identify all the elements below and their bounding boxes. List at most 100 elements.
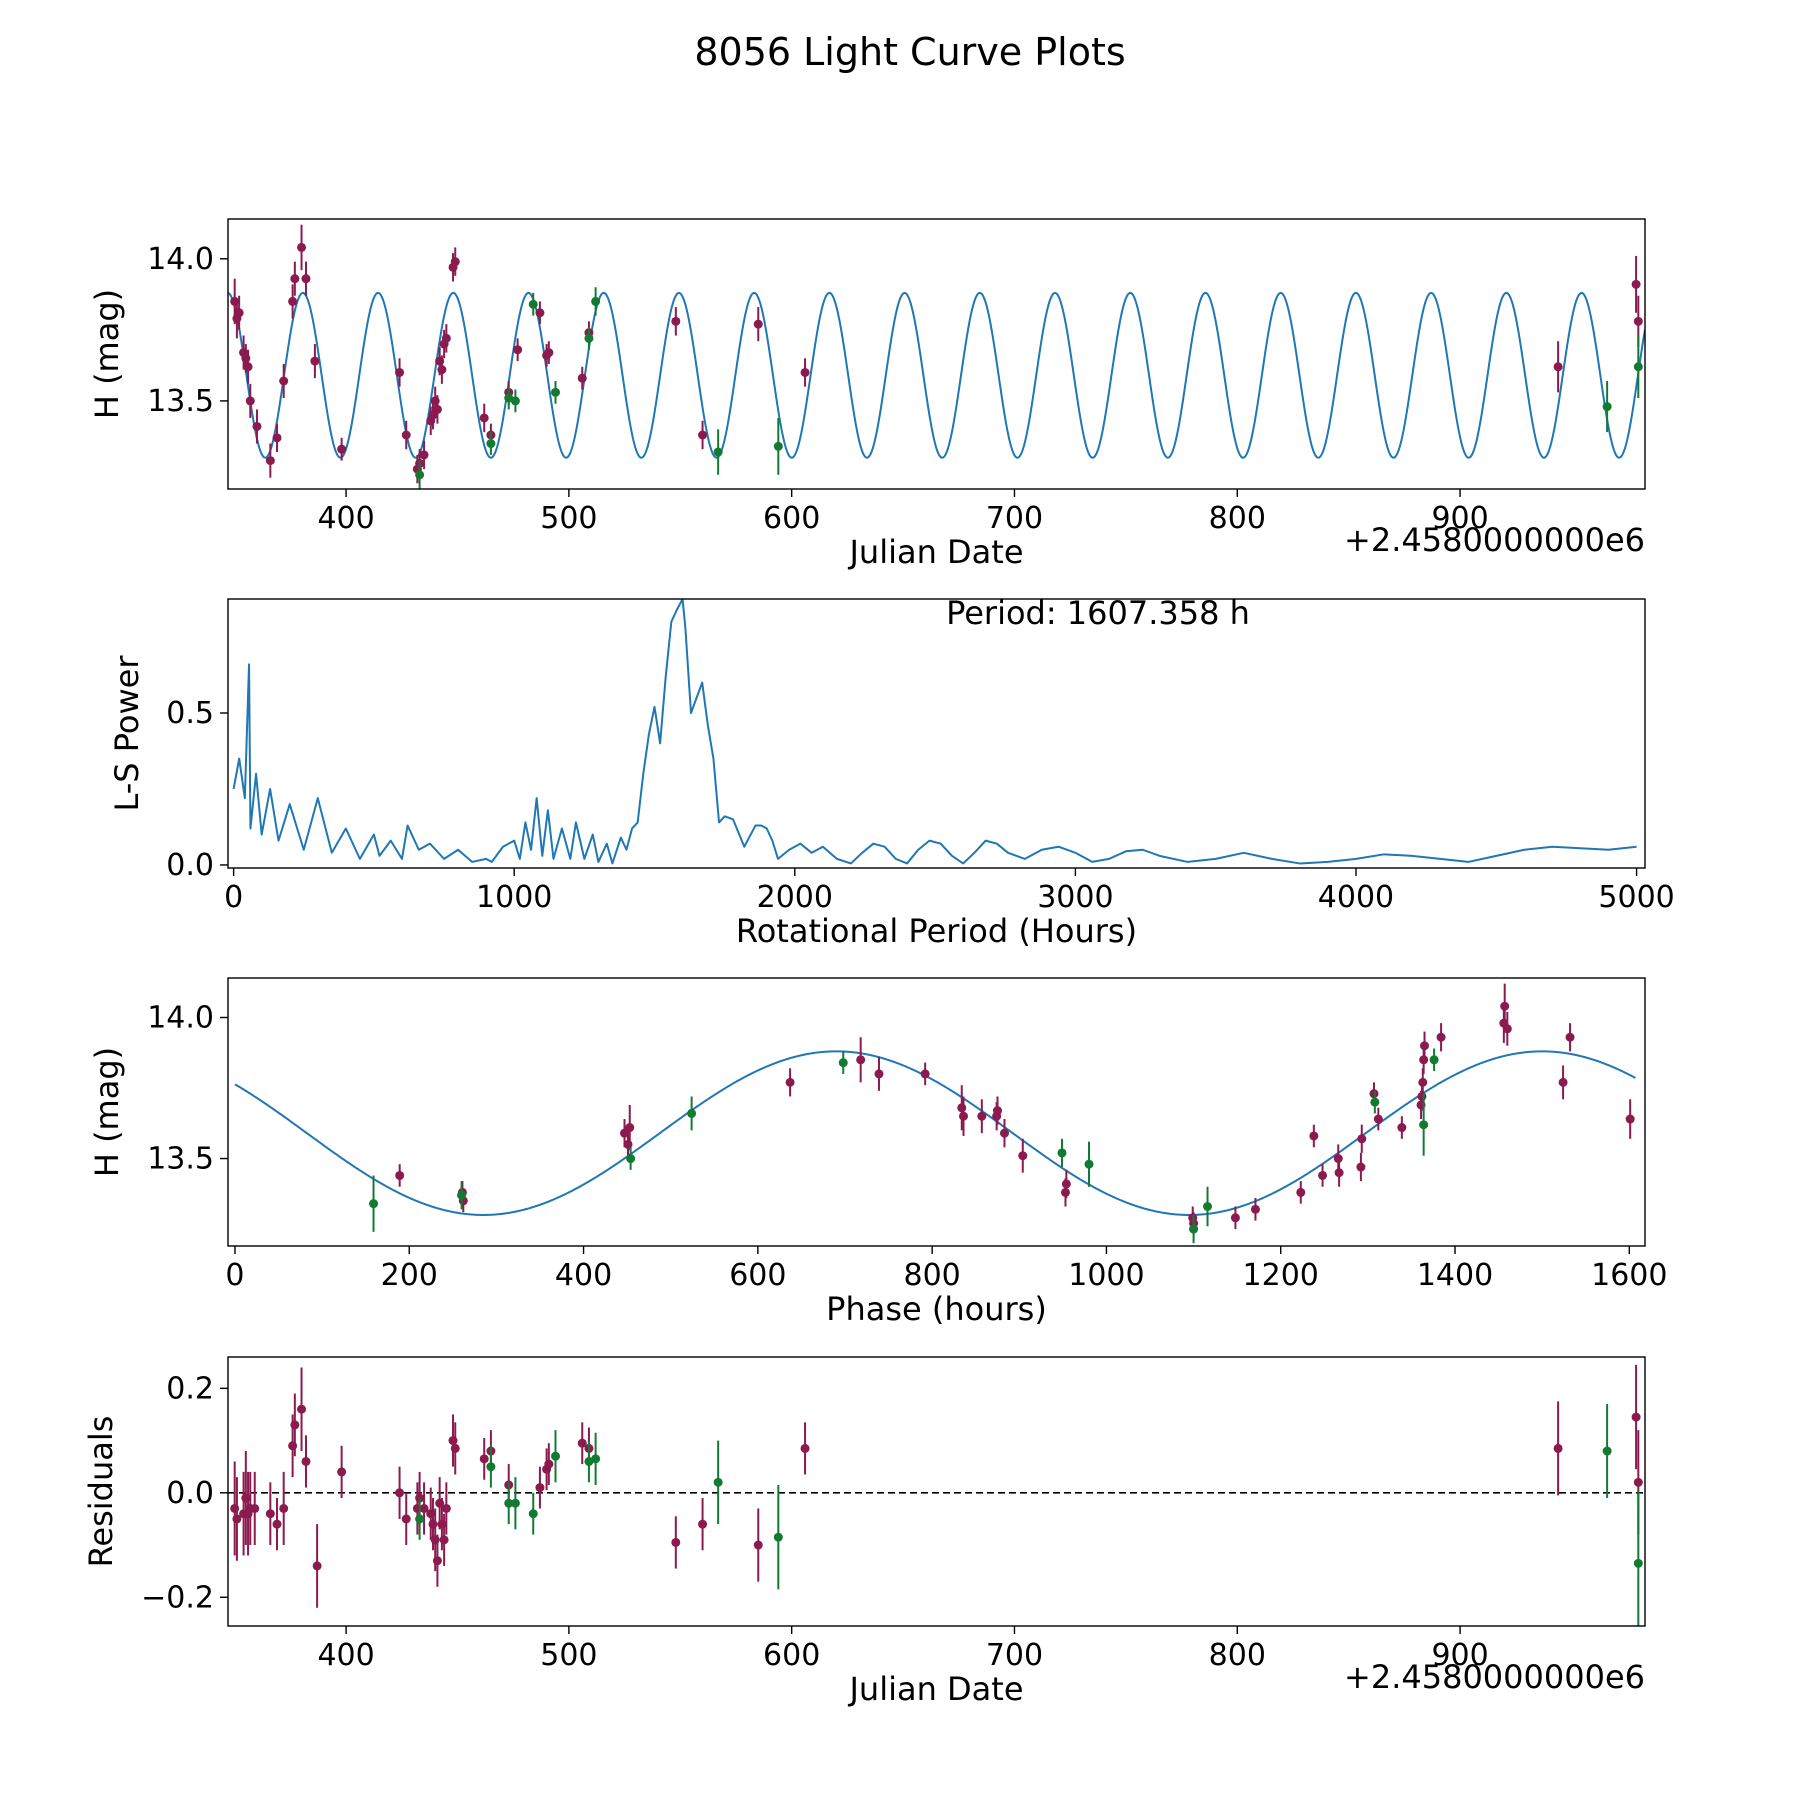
x-tick-label: 0 [225,1258,244,1293]
data-point [395,1170,405,1180]
data-point [301,1456,311,1466]
data-point [698,1519,708,1529]
data-point [1018,1151,1028,1161]
x-axis-label: Julian Date [847,1670,1023,1708]
axes-frame [227,218,1646,490]
data-point [1357,1134,1367,1144]
x-tick-label: 800 [1209,501,1266,536]
y-tick-label: 13.5 [147,1142,214,1177]
data-point [1373,1114,1383,1124]
x-tick-label: 1400 [1417,1258,1493,1293]
x-axis-label: Rotational Period (Hours) [736,912,1137,950]
data-point [800,1443,810,1453]
data-point [419,450,429,460]
data-point [993,1106,1003,1116]
x-axis-label: Julian Date [847,533,1023,571]
x-tick-label: 400 [555,1258,612,1293]
data-point [528,1509,538,1519]
plot-area [234,983,1636,1244]
x-tick-label: 400 [317,501,374,536]
data-point [401,1514,411,1524]
data-point [773,441,783,451]
axes-frame [227,1356,1646,1627]
data-point [1084,1159,1094,1169]
data-point [439,1535,449,1545]
data-point [1370,1097,1380,1107]
period-annotation: Period: 1607.358 h [946,594,1250,632]
data-point [625,1123,635,1133]
x-tick-label: 600 [763,1638,820,1673]
x-tick-label: 500 [540,1638,597,1673]
data-point [1502,1024,1512,1034]
axes-frame [227,598,1646,869]
x-tick-label: 200 [381,1258,438,1293]
data-point [713,447,723,457]
data-point [1419,1120,1429,1130]
data-point [1057,1148,1067,1158]
data-point [1230,1213,1240,1223]
plot-area [232,599,1637,865]
data-point [1296,1187,1306,1197]
data-point [1625,1114,1635,1124]
data-point [1189,1224,1199,1234]
data-point [577,373,587,383]
data-point [265,456,275,466]
panel-phase-fold: 0 200 400 600 800 1000 1200 1400 1600 13.5 14.0 Pha… [88,977,1667,1328]
x-tick-label: 5000 [1598,880,1674,915]
data-point [785,1077,795,1087]
data-point [620,1128,630,1138]
data-point [551,387,561,397]
x-tick-label: 3000 [1037,880,1113,915]
data-point [234,308,244,318]
data-point [312,1561,322,1571]
data-point [626,1154,636,1164]
x-tick-label: 1600 [1591,1258,1667,1293]
x-tick-label: 700 [986,1638,1043,1673]
data-point [1631,1412,1641,1422]
data-point [1418,1077,1428,1087]
data-point [504,1498,514,1508]
data-point [272,433,282,443]
data-point [441,333,451,343]
data-point [544,348,554,358]
data-point [977,1111,987,1121]
data-point [479,1454,489,1464]
data-point [513,345,523,355]
data-point [856,1055,866,1065]
data-point [874,1069,884,1079]
x-tick-label: 4000 [1318,880,1394,915]
plot-area [228,1364,1645,1626]
data-point [1397,1123,1407,1133]
x-tick-label: 800 [904,1258,961,1293]
data-point [232,1514,242,1524]
data-point [1558,1077,1568,1087]
data-point [252,421,262,431]
data-point [1631,279,1641,289]
data-point [288,296,298,306]
data-point [1203,1202,1213,1212]
x-tick-label: 700 [986,501,1043,536]
data-point [437,365,447,375]
data-point [544,1459,554,1469]
y-tick-label: 0.0 [166,1476,214,1511]
data-point [432,1556,442,1566]
data-point [450,257,460,267]
x-tick-label: 900 [1431,501,1488,536]
x-tick-label: 1000 [476,880,552,915]
data-point [510,1498,520,1508]
power-line [232,599,1637,865]
x-tick-label: 600 [729,1258,786,1293]
data-point [243,362,253,372]
x-offset-label: +2.4580000000e6 [1344,1658,1645,1696]
data-point [1602,1446,1612,1456]
data-point [687,1108,697,1118]
data-point [1061,1179,1071,1189]
y-tick-label: 0.2 [166,1371,214,1406]
data-point [1553,1443,1563,1453]
data-point [1436,1032,1446,1042]
data-point [1250,1204,1260,1214]
data-point [395,367,405,377]
y-axis-label: H (mag) [88,1047,126,1177]
data-point [551,1451,561,1461]
data-point [265,1509,275,1519]
